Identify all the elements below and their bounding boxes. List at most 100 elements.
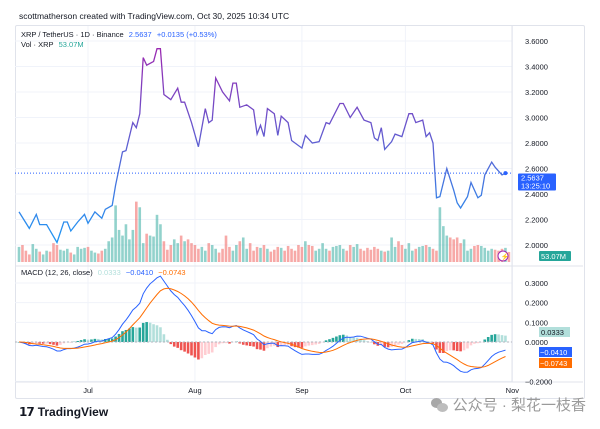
volume-bar: [414, 248, 418, 262]
macd-hist-bar: [83, 339, 86, 342]
macd-hist-bar: [41, 342, 45, 344]
price-tick: 2.6000: [525, 165, 548, 174]
macd-hist-bar: [466, 342, 469, 349]
volume-bar: [221, 248, 224, 262]
volume-bar: [24, 250, 28, 262]
axis-labels: Jul Aug Sep Oct Nov 3.6000 3.4000 3.2000 3.0000 2…: [83, 37, 552, 395]
volume-bar: [252, 250, 255, 262]
volume-bar: [428, 246, 431, 262]
wechat-icon: [430, 397, 448, 412]
macd-hist-value: 0.0333: [97, 268, 121, 277]
volume-bar: [186, 239, 190, 262]
macd-hist-bar: [252, 342, 255, 347]
volume-bar: [93, 252, 97, 262]
chart-frame: [15, 25, 585, 399]
volume-bar: [404, 248, 407, 262]
watermark-text: 公众号 · 梨花一枝香: [452, 397, 586, 414]
volume-bar: [493, 249, 497, 262]
price-legend[interactable]: XRP / TetherUS · 1D · Binance 2.5637 +0.…: [21, 30, 220, 39]
volume-bar: [207, 243, 211, 262]
price-tag-value: 2.5637: [521, 174, 544, 183]
price-tick: 3.2000: [525, 88, 548, 97]
volume-bar: [17, 246, 21, 262]
volume-bar: [31, 244, 35, 262]
volume-bar: [145, 233, 148, 262]
macd-label: MACD (12, 26, close): [21, 268, 93, 277]
volume-bar: [476, 245, 480, 262]
volume-bar: [331, 246, 335, 262]
volume-bar: [411, 250, 414, 262]
volume-bar: [459, 243, 462, 262]
volume-bar: [290, 248, 293, 262]
volume-bar: [307, 245, 311, 262]
macd-hist-bar: [103, 339, 107, 342]
volume-bar: [397, 241, 400, 262]
macd-hist-bar: [38, 342, 41, 344]
time-tick: Nov: [506, 386, 520, 395]
volume-bar: [386, 250, 390, 262]
price-value: 2.5637: [128, 30, 152, 39]
volume-bar: [255, 246, 259, 262]
volume-bar: [273, 249, 276, 262]
macd-histogram: [17, 322, 507, 360]
volume-bar: [114, 205, 117, 262]
volume-bar: [452, 239, 455, 262]
volume-bar: [231, 250, 235, 262]
volume-legend[interactable]: Vol · XRP 53.07M: [21, 40, 87, 49]
volume-bar: [276, 246, 280, 262]
macd-legend[interactable]: MACD (12, 26, close) 0.0333 −0.0410 −0.0…: [21, 268, 189, 277]
macd-hist-bar: [335, 336, 338, 342]
macd-hist-bar: [228, 342, 231, 344]
volume-bar: [480, 245, 483, 262]
price-tag: 2.5637 13:25:10: [518, 173, 556, 191]
macd-hist-bar: [245, 342, 248, 346]
volume-bar: [366, 247, 369, 262]
volume-bar: [197, 248, 200, 262]
symbol-label: XRP / TetherUS · 1D · Binance: [21, 30, 124, 39]
volume-bar: [466, 250, 469, 262]
macd-hist-bar: [214, 342, 217, 348]
volume-bar: [300, 246, 304, 262]
volume-bar: [41, 254, 45, 262]
macd-hist-bar: [159, 327, 162, 342]
macd-tick: 0.2000: [525, 299, 548, 308]
volume-bar: [28, 254, 31, 262]
volume-bar: [204, 250, 207, 262]
volume-bar: [417, 246, 421, 262]
macd-hist-bar: [497, 334, 500, 342]
macd-hist-bar: [493, 334, 497, 342]
macd-hist-bar: [266, 342, 269, 349]
tradingview-logo[interactable]: 𝟭𝟳 TradingView: [19, 405, 108, 419]
volume-bar: [190, 243, 193, 262]
volume-bar: [217, 252, 221, 262]
macd-line-value: −0.0410: [125, 268, 154, 277]
volume-bar: [314, 250, 317, 262]
volume-bar: [462, 239, 466, 262]
macd-hist-bar: [386, 342, 390, 348]
macd-hist-bar: [352, 337, 355, 342]
volume-bar: [473, 245, 476, 262]
macd-hist-bar: [169, 342, 173, 345]
macd-hist-bar: [455, 342, 459, 352]
brand-name: TradingView: [37, 405, 109, 419]
volume-bar: [159, 224, 162, 262]
volume-tag-value: 53.07M: [541, 252, 566, 261]
volume-bar: [238, 241, 242, 262]
volume-bar: [228, 246, 231, 262]
macd-hist-bar: [473, 342, 476, 344]
signal-line: [18, 287, 506, 368]
macd-hist-bar: [300, 342, 304, 348]
macd-hist-bar: [217, 342, 221, 345]
macd-hist-bar: [462, 342, 466, 351]
macd-hist-bar: [59, 342, 62, 345]
macd-hist-bar: [390, 342, 393, 347]
macd-hist-bar: [304, 342, 307, 347]
macd-hist-bar: [476, 342, 480, 344]
macd-hist-bar: [221, 342, 224, 344]
price-tick: 3.4000: [525, 63, 548, 72]
macd-hist-bar: [314, 342, 317, 345]
volume-bar: [393, 246, 397, 262]
macd-hist-bar: [172, 342, 176, 347]
snapshot-button[interactable]: ⚡: [497, 250, 509, 262]
